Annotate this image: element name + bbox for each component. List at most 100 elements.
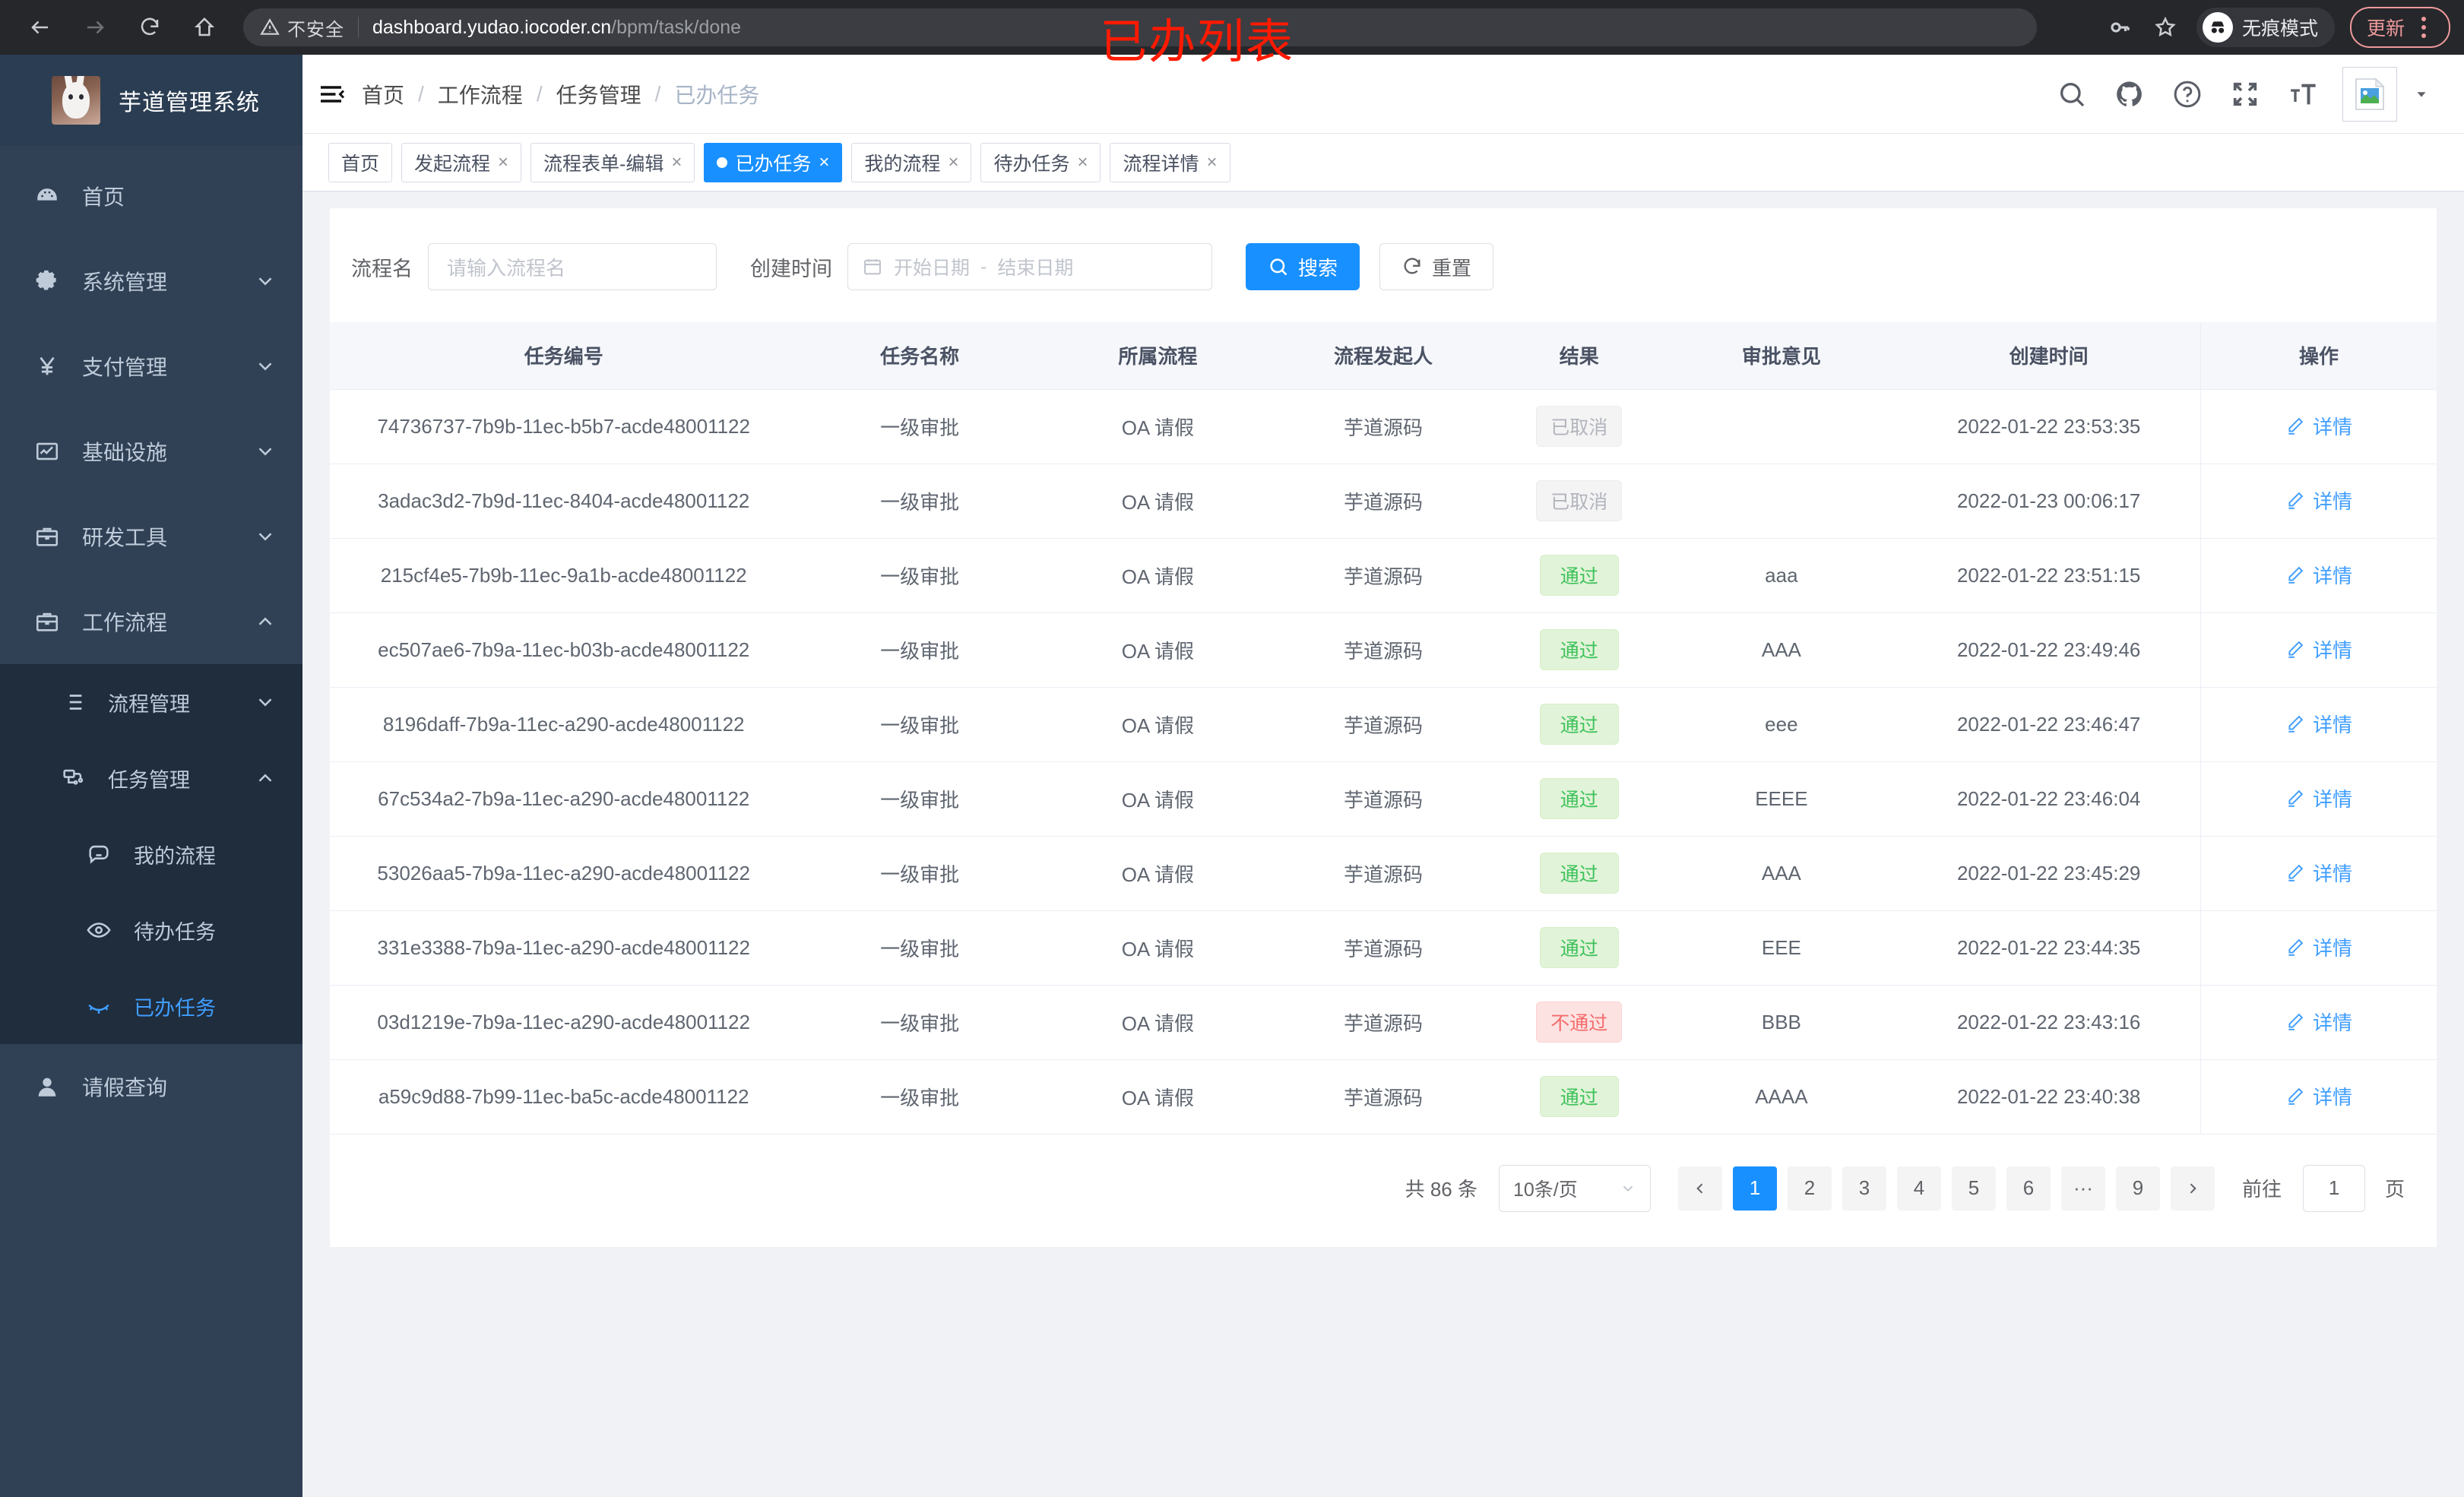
close-icon[interactable]: × [1077,151,1088,172]
search-button[interactable]: 搜索 [1246,243,1360,290]
cell-initiator: 芋道源码 [1273,1059,1493,1135]
sidebar-logo[interactable]: 芋道管理系统 [0,55,302,146]
detail-button[interactable]: 详情 [2285,412,2352,440]
cell-result: 不通过 [1493,985,1666,1060]
incognito-badge[interactable]: 无痕模式 [2196,8,2335,47]
forward-icon[interactable] [78,10,112,45]
avatar[interactable] [2342,66,2397,122]
gear-icon [29,268,65,294]
table-row: 67c534a2-7b9a-11ec-a290-acde48001122 一级审… [330,761,2437,837]
th-created: 创建时间 [1897,322,2201,390]
sidebar-item-home[interactable]: 首页 [0,153,302,239]
process-name-input[interactable]: 请输入流程名 [428,243,717,290]
detail-button[interactable]: 详情 [2285,1082,2352,1110]
close-icon[interactable]: × [948,151,959,172]
detail-button[interactable]: 详情 [2285,561,2352,589]
tab-my-process[interactable]: 我的流程 × [851,142,972,182]
sidebar-item-devtools[interactable]: 研发工具 [0,494,302,579]
detail-button[interactable]: 详情 [2285,1008,2352,1036]
sidebar-collapse-icon[interactable] [302,83,362,106]
prev-page-button[interactable] [1677,1166,1722,1211]
chevron-down-icon[interactable] [2405,78,2438,111]
status-badge: 通过 [1539,555,1619,596]
process-name-placeholder: 请输入流程名 [447,256,566,280]
page-size-select[interactable]: 10条/页 [1498,1164,1651,1212]
sidebar-item-label: 任务管理 [108,768,190,792]
cell-action: 详情 [2200,389,2437,464]
page-button-1[interactable]: 1 [1732,1166,1777,1211]
address-bar[interactable]: 不安全 dashboard.yudao.iocoder.cn/bpm/task/… [243,8,2037,46]
detail-button[interactable]: 详情 [2285,710,2352,738]
font-size-icon[interactable] [2274,65,2332,123]
github-icon[interactable] [2101,65,2158,123]
home-icon[interactable] [187,10,222,45]
table-row: 331e3388-7b9a-11ec-a290-acde48001122 一级审… [330,910,2437,986]
tab-start-process[interactable]: 发起流程 × [401,142,522,182]
cell-opinion: eee [1665,687,1898,762]
update-button[interactable]: 更新 [2349,7,2450,48]
reset-button[interactable]: 重置 [1379,243,1494,290]
sidebar-item-system[interactable]: 系统管理 [0,239,302,324]
sidebar-item-infrastructure[interactable]: 基础设施 [0,409,302,494]
page-button-2[interactable]: 2 [1787,1166,1832,1211]
key-icon[interactable] [2099,7,2140,48]
page-button-9[interactable]: 9 [2115,1166,2160,1211]
tab-todo-tasks[interactable]: 待办任务 × [980,142,1101,182]
cell-result: 通过 [1493,538,1666,613]
yen-icon [29,353,65,379]
tab-process-detail[interactable]: 流程详情 × [1110,142,1230,182]
tab-process-form-edit[interactable]: 流程表单-编辑 × [530,142,695,182]
page-size-label: 10条/页 [1512,1179,1578,1201]
page-ellipsis[interactable]: ··· [2060,1166,2105,1211]
cell-process: OA 请假 [1041,985,1274,1060]
star-icon[interactable] [2145,7,2186,48]
table-row: ec507ae6-7b9a-11ec-b03b-acde48001122 一级审… [330,612,2437,688]
breadcrumb-item-workflow[interactable]: 工作流程 [437,83,523,107]
sidebar-item-process-management[interactable]: 流程管理 [0,664,302,740]
reload-icon[interactable] [132,10,167,45]
detail-button[interactable]: 详情 [2285,486,2352,514]
browser-menu-icon[interactable] [2408,11,2440,43]
sidebar-item-payment[interactable]: 支付管理 [0,324,302,409]
cell-result: 通过 [1493,1059,1666,1135]
workflow-submenu: 流程管理 任务管理 [0,664,302,1044]
goto-page-input[interactable]: 1 [2302,1164,2365,1212]
sidebar-item-task-management[interactable]: 任务管理 [0,740,302,816]
sidebar-item-done-tasks[interactable]: 已办任务 [0,968,302,1044]
help-icon[interactable] [2158,65,2216,123]
chevron-down-icon [254,355,277,378]
cell-task-id: 53026aa5-7b9a-11ec-a290-acde48001122 [330,836,798,911]
th-task-id: 任务编号 [330,322,798,390]
page-button-3[interactable]: 3 [1842,1166,1886,1211]
close-icon[interactable]: × [498,151,509,172]
chevron-up-icon [254,767,277,790]
detail-button[interactable]: 详情 [2285,784,2352,812]
detail-button[interactable]: 详情 [2285,635,2352,663]
breadcrumb-item-home[interactable]: 首页 [362,83,405,107]
sidebar-item-todo-tasks[interactable]: 待办任务 [0,892,302,968]
sidebar-item-leave-query[interactable]: 请假查询 [0,1044,302,1129]
detail-label: 详情 [2312,638,2352,662]
tab-home[interactable]: 首页 [328,142,393,182]
detail-button[interactable]: 详情 [2285,933,2352,961]
close-icon[interactable]: × [819,151,830,172]
url-host: dashboard.yudao.iocoder.cn [372,16,612,38]
search-icon[interactable] [2043,65,2101,123]
detail-button[interactable]: 详情 [2285,859,2352,887]
tab-done-tasks[interactable]: 已办任务 × [704,142,843,182]
close-icon[interactable]: × [671,151,683,172]
sidebar: 芋道管理系统 首页 系统管理 [0,55,302,1497]
next-page-button[interactable] [2170,1166,2215,1211]
sidebar-item-my-process[interactable]: 我的流程 [0,816,302,892]
back-icon[interactable] [23,10,58,45]
search-button-label: 搜索 [1298,256,1338,280]
page-button-6[interactable]: 6 [2006,1166,2051,1211]
fullscreen-icon[interactable] [2216,65,2274,123]
page-button-5[interactable]: 5 [1951,1166,1996,1211]
close-icon[interactable]: × [1206,151,1218,172]
sidebar-item-workflow[interactable]: 工作流程 [0,579,302,664]
breadcrumb-separator: / [418,81,424,106]
created-time-range-picker[interactable]: 开始日期 - 结束日期 [847,243,1212,290]
page-button-4[interactable]: 4 [1896,1166,1941,1211]
breadcrumb-item-task-management[interactable]: 任务管理 [556,83,641,107]
